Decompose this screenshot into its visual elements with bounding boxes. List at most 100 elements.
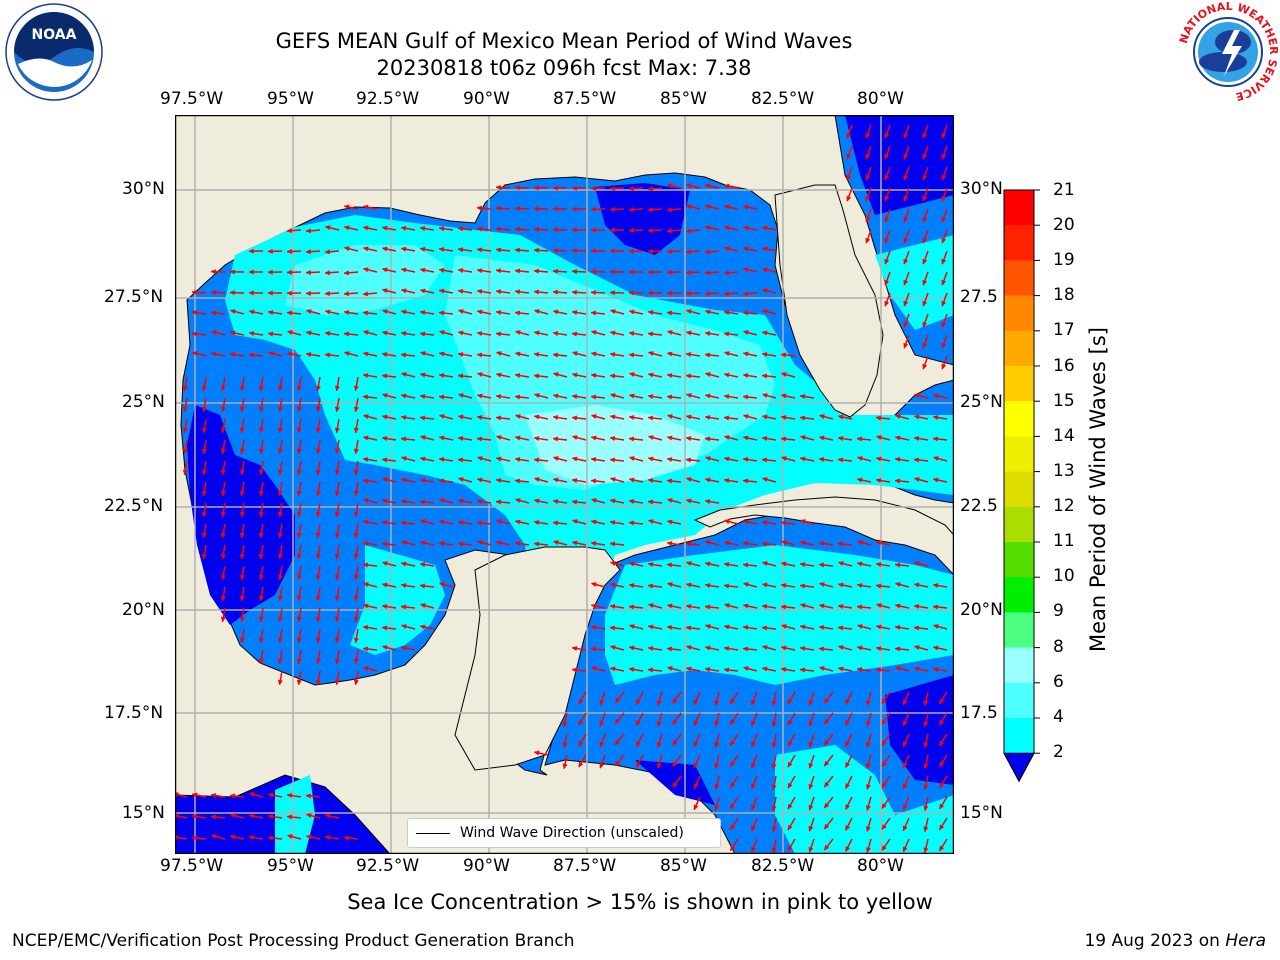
wind-wave-arrowhead	[552, 352, 559, 358]
wind-wave-arrowhead	[514, 330, 521, 336]
wind-wave-arrowhead	[239, 553, 245, 560]
wind-wave-arrowhead	[742, 225, 749, 231]
wind-wave-arrowhead	[628, 624, 635, 630]
wind-wave-arrowhead	[941, 363, 947, 370]
wind-wave-arrowhead	[533, 185, 539, 191]
wind-wave-arrowhead	[210, 351, 217, 357]
wind-wave-arrowhead	[277, 637, 283, 644]
wind-wave-arrowhead	[495, 331, 502, 337]
wind-wave-arrowhead	[419, 331, 426, 337]
wind-wave-arrowhead	[210, 269, 216, 275]
wind-wave-arrowhead	[362, 246, 369, 252]
wind-wave-arrowhead	[571, 372, 578, 378]
wind-wave-arrowhead	[476, 247, 483, 253]
wind-wave-arrowhead	[923, 805, 929, 812]
wind-wave-arrowhead	[562, 721, 568, 728]
wind-wave-arrowhead	[875, 478, 882, 484]
wind-wave-arrowhead	[495, 205, 501, 211]
wind-wave-arrowhead	[818, 625, 825, 631]
wind-wave-arrowhead	[628, 352, 635, 358]
wind-wave-arrowhead	[457, 226, 464, 232]
wind-wave-arrowhead	[229, 290, 235, 296]
wind-wave-arrowhead	[939, 740, 945, 747]
wind-wave-arrowhead	[939, 761, 945, 768]
wind-wave-arrowhead	[476, 309, 483, 315]
wind-wave-arrowhead	[381, 477, 388, 483]
wind-wave-arrowhead	[400, 267, 407, 273]
wind-wave-arrowhead	[305, 330, 312, 336]
wind-wave-arrowhead	[609, 227, 615, 233]
wind-wave-arrowhead	[647, 583, 654, 589]
wind-wave-arrowhead	[571, 394, 578, 400]
wind-wave-arrowhead	[845, 699, 851, 705]
wind-wave-arrowhead	[647, 499, 654, 505]
wind-wave-arrowhead	[742, 541, 749, 547]
wind-wave-arrowhead	[590, 478, 597, 484]
wind-wave-arrowhead	[381, 645, 388, 651]
wind-wave-arrowhead	[286, 834, 293, 840]
wind-wave-arrowhead	[476, 205, 483, 211]
wind-wave-arrowhead	[780, 520, 787, 526]
wind-wave-arrowhead	[220, 406, 226, 413]
wind-wave-arrowhead	[723, 351, 730, 357]
wind-wave-arrowhead	[362, 291, 369, 297]
wind-wave-arrowhead	[628, 393, 635, 399]
wind-wave-arrowhead	[476, 436, 483, 442]
wind-wave-arrowhead	[685, 249, 691, 255]
wind-wave-arrowhead	[220, 490, 226, 497]
wind-wave-arrowhead	[751, 699, 756, 706]
wind-wave-arrowhead	[723, 291, 729, 297]
colorbar-label: 18	[1053, 285, 1075, 305]
wind-wave-arrowhead	[334, 595, 340, 602]
wind-wave-arrowhead	[324, 835, 331, 841]
wind-wave-arrowhead	[476, 415, 483, 421]
wind-wave-arrowhead	[787, 761, 793, 768]
wind-wave-arrowhead	[846, 132, 852, 139]
wind-wave-arrowhead	[666, 562, 673, 568]
wind-wave-arrowhead	[922, 300, 928, 307]
lat-label: 25°N	[960, 392, 1003, 412]
wind-wave-arrowhead	[922, 363, 928, 370]
colorbar-label: 10	[1053, 566, 1075, 586]
wind-wave-arrowhead	[714, 763, 720, 770]
wind-wave-arrowhead	[315, 616, 321, 623]
wind-wave-arrowhead	[334, 679, 340, 686]
wind-wave-arrowhead	[761, 246, 768, 252]
wind-wave-arrowhead	[353, 595, 359, 602]
wind-wave-arrowhead	[723, 603, 730, 609]
wind-wave-arrowhead	[514, 414, 521, 420]
wind-wave-arrowhead	[799, 667, 806, 673]
wind-wave-arrowhead	[666, 414, 673, 420]
sea-ice-note: Sea Ice Concentration > 15% is shown in …	[347, 890, 933, 914]
wind-wave-arrowhead	[590, 666, 597, 672]
wind-wave-arrowhead	[476, 226, 483, 232]
lon-label: 90°W	[463, 856, 510, 876]
wind-wave-arrowhead	[647, 290, 653, 296]
wind-wave-arrowhead	[628, 290, 634, 296]
wind-wave-arrowhead	[932, 477, 939, 483]
wind-wave-arrowhead	[939, 824, 945, 831]
wind-wave-arrowhead	[381, 541, 388, 547]
wind-wave-arrowhead	[562, 763, 568, 770]
wind-wave-arrowhead	[881, 782, 887, 788]
wind-wave-arrowhead	[723, 519, 730, 525]
wind-wave-arrowhead	[201, 511, 207, 518]
wind-wave-arrowhead	[267, 351, 274, 357]
wind-wave-arrowhead	[723, 394, 730, 400]
wind-wave-arrowhead	[514, 498, 521, 504]
lat-label: 20°N	[960, 600, 1003, 620]
wind-wave-arrowhead	[438, 478, 445, 484]
lon-label: 85°W	[660, 856, 707, 876]
wind-wave-arrowhead	[884, 237, 890, 244]
wind-wave-arrowhead	[922, 237, 928, 244]
wind-wave-arrowhead	[220, 616, 226, 623]
wind-wave-arrowhead	[201, 553, 207, 560]
wind-wave-arrowhead	[315, 637, 321, 644]
wind-wave-arrowhead	[704, 436, 711, 442]
wind-wave-arrowhead	[305, 249, 311, 255]
wind-wave-arrowhead	[514, 541, 521, 547]
wind-wave-arrowhead	[941, 237, 947, 244]
wind-wave-arrowhead	[875, 603, 882, 609]
wind-wave-arrowhead	[571, 456, 578, 462]
wind-wave-arrowhead	[609, 352, 616, 358]
